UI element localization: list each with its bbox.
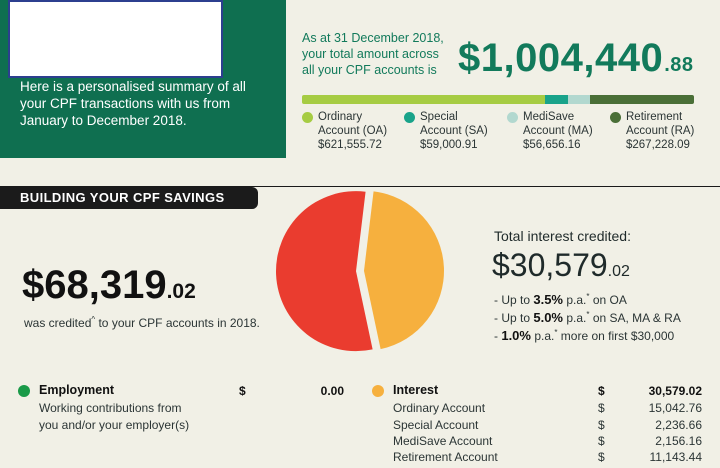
interest-item-value: 11,143.44 bbox=[649, 450, 703, 464]
pie-slice-employment bbox=[276, 191, 373, 352]
section-header: BUILDING YOUR CPF SAVINGS bbox=[0, 187, 258, 209]
employment-value: 0.00 bbox=[320, 384, 344, 398]
credited-caption-text: was credited bbox=[24, 316, 92, 330]
as-at-line: As at 31 December 2018, bbox=[302, 31, 444, 45]
retirement-dot-icon bbox=[610, 112, 621, 123]
interest-amount: $30,579.02 bbox=[492, 246, 630, 291]
account-amount: $267,228.09 bbox=[626, 139, 690, 151]
allocation-segment bbox=[567, 95, 590, 104]
account-name: Account (OA) bbox=[318, 125, 388, 137]
summary-text: Here is a personalised summary of all yo… bbox=[20, 78, 280, 129]
employment-desc: you and/or your employer(s) bbox=[39, 418, 190, 432]
summary-line: Here is a personalised summary of all bbox=[20, 79, 246, 94]
rate-value: 5.0% bbox=[533, 310, 563, 325]
account-amount: $59,000.91 bbox=[420, 139, 478, 151]
interest-item-value: 2,236.66 bbox=[655, 418, 702, 432]
account-retirement: Retirement Account (RA) $267,228.09 bbox=[610, 110, 694, 152]
employment-label: Employment bbox=[39, 383, 115, 397]
employment-desc: Working contributions from bbox=[39, 401, 182, 415]
credited-amount: $68,319.02 bbox=[22, 262, 196, 315]
interest-title: Total interest credited: bbox=[494, 228, 631, 244]
summary-line: January to December 2018. bbox=[20, 113, 187, 128]
as-at-line: your total amount across bbox=[302, 47, 439, 61]
rate-prefix: - Up to bbox=[494, 311, 534, 325]
rate-marker: * bbox=[586, 292, 590, 301]
credited-amount-main: $68,319 bbox=[22, 263, 167, 307]
interest-currency: $ bbox=[598, 384, 605, 398]
rate-unit: p.a. bbox=[563, 293, 587, 307]
rate-value: 3.5% bbox=[533, 292, 563, 307]
total-amount: $1,004,440.88 bbox=[458, 34, 694, 89]
interest-dot-icon bbox=[372, 385, 384, 397]
allocation-segment bbox=[589, 95, 694, 104]
special-dot-icon bbox=[404, 112, 415, 123]
rate-prefix: - bbox=[494, 329, 502, 343]
interest-amount-cents: .02 bbox=[607, 263, 630, 280]
rate-suffix: on OA bbox=[589, 293, 627, 307]
interest-item-currency: $ bbox=[598, 401, 605, 415]
rate-line-extra: - 1.0% p.a.* more on first $30,000 bbox=[494, 328, 674, 343]
account-name: Retirement bbox=[626, 111, 683, 123]
rate-marker: * bbox=[554, 328, 558, 337]
section-divider bbox=[0, 186, 720, 187]
ordinary-dot-icon bbox=[302, 112, 313, 123]
account-medisave: MediSave Account (MA) $56,656.16 bbox=[507, 110, 593, 152]
credited-caption-text: to your CPF accounts in 2018. bbox=[95, 316, 260, 330]
account-name: Account (RA) bbox=[626, 125, 695, 137]
medisave-dot-icon bbox=[507, 112, 518, 123]
rate-prefix: - Up to bbox=[494, 293, 534, 307]
account-special: Special Account (SA) $59,000.91 bbox=[404, 110, 488, 152]
interest-item-value: 2,156.16 bbox=[655, 434, 702, 448]
rate-unit: p.a. bbox=[530, 329, 555, 343]
account-name: Account (SA) bbox=[420, 125, 488, 137]
account-amount: $56,656.16 bbox=[523, 139, 581, 151]
account-name: Special bbox=[420, 111, 458, 123]
rate-line-sa-ma-ra: - Up to 5.0% p.a.* on SA, MA & RA bbox=[494, 310, 681, 325]
account-ordinary: Ordinary Account (OA) $621,555.72 bbox=[302, 110, 387, 152]
account-name: Account (MA) bbox=[523, 125, 593, 137]
interest-item-name: Retirement Account bbox=[393, 450, 498, 464]
as-at-line: all your CPF accounts is bbox=[302, 63, 437, 77]
interest-item-name: MediSave Account bbox=[393, 434, 493, 448]
total-amount-main: $1,004,440 bbox=[458, 36, 664, 80]
credited-caption: was credited^ to your CPF accounts in 20… bbox=[24, 315, 260, 331]
interest-value: 30,579.02 bbox=[648, 384, 702, 398]
interest-item-currency: $ bbox=[598, 450, 605, 464]
caption-marker: ^ bbox=[91, 315, 96, 324]
allocation-segment bbox=[544, 95, 568, 104]
interest-item-currency: $ bbox=[598, 418, 605, 432]
employment-dot-icon bbox=[18, 385, 30, 397]
account-amount: $621,555.72 bbox=[318, 139, 382, 151]
rate-value: 1.0% bbox=[501, 328, 531, 343]
allocation-bar bbox=[302, 95, 694, 104]
interest-label: Interest bbox=[393, 383, 439, 397]
pie-slice-interest bbox=[363, 191, 444, 350]
rate-suffix: on SA, MA & RA bbox=[589, 311, 681, 325]
interest-amount-main: $30,579 bbox=[492, 247, 608, 283]
employment-currency: $ bbox=[239, 384, 246, 398]
credited-amount-cents: .02 bbox=[166, 280, 196, 303]
total-amount-cents: .88 bbox=[664, 54, 694, 76]
allocation-segment bbox=[302, 95, 545, 104]
redacted-name-box bbox=[8, 0, 223, 78]
interest-item-name: Ordinary Account bbox=[393, 401, 486, 415]
interest-item-currency: $ bbox=[598, 434, 605, 448]
savings-pie-chart bbox=[276, 191, 444, 352]
account-name: MediSave bbox=[523, 111, 575, 123]
rate-suffix: more on first $30,000 bbox=[557, 329, 675, 343]
rate-unit: p.a. bbox=[563, 311, 587, 325]
summary-line: your CPF transactions with us from bbox=[20, 96, 231, 111]
rate-line-oa: - Up to 3.5% p.a.* on OA bbox=[494, 292, 627, 307]
interest-item-value: 15,042.76 bbox=[648, 401, 702, 415]
account-name: Ordinary bbox=[318, 111, 363, 123]
rate-marker: * bbox=[586, 310, 590, 319]
interest-item-name: Special Account bbox=[393, 418, 479, 432]
as-at-label: As at 31 December 2018, your total amoun… bbox=[302, 30, 462, 78]
